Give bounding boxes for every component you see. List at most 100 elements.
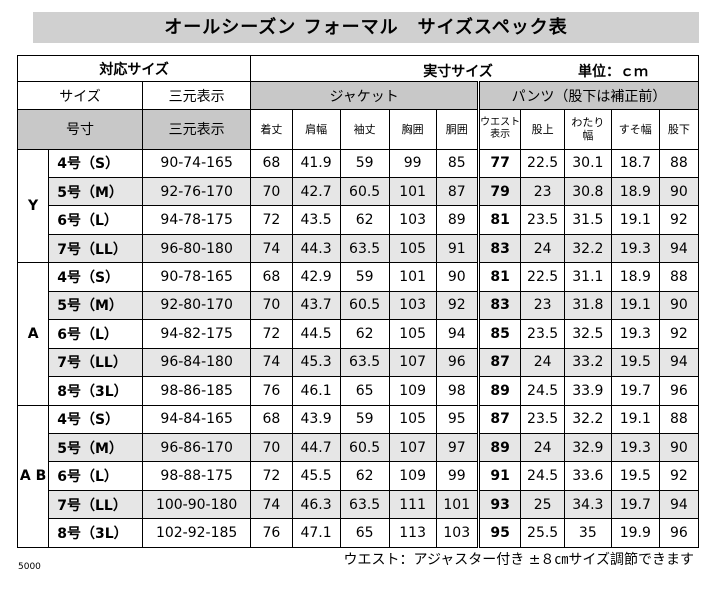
cell-waist: 89	[477, 376, 522, 406]
unit-label: 単位：ｃｍ	[578, 64, 648, 80]
group-label: A B	[16, 404, 50, 549]
cell-length: 74	[250, 233, 293, 264]
cell-chest: 105	[388, 233, 437, 264]
cell-sleeve: 65	[339, 518, 390, 548]
three-dim-header: 三元表示	[142, 81, 252, 110]
cell-hem: 19.1	[610, 205, 660, 235]
cell-inseam: 94	[658, 489, 700, 520]
col-length: 着丈	[250, 108, 293, 150]
cell-inseam: 88	[658, 404, 700, 435]
col-waist-pants-line1: ウエスト	[480, 117, 521, 129]
table-row: 7号（LL） 96-80-180 74 44.3 63.5 105 91 83 24 32.2 19…	[18, 233, 700, 264]
cell-inseam: 92	[658, 461, 700, 491]
three-dim-value: 96-84-180	[142, 347, 252, 378]
cell-sleeve: 62	[339, 205, 390, 235]
table-row: 6号（L） 98-88-175 72 45.5 62 109 99 91 24.5 33.6 19.…	[18, 461, 700, 491]
cell-length: 76	[250, 518, 293, 548]
cell-shoulder: 44.7	[291, 433, 341, 463]
cell-waist-j: 87	[435, 176, 480, 207]
cell-hip-top: 23.5	[520, 319, 565, 349]
cell-length: 74	[250, 489, 293, 520]
cell-waist-j: 92	[435, 290, 480, 321]
cell-thigh: 33.9	[563, 376, 612, 406]
cell-sleeve: 59	[339, 262, 390, 292]
col-hip-top: 股上	[520, 108, 565, 150]
cell-hem: 19.3	[610, 233, 660, 264]
size-label: 5号（M）	[48, 433, 144, 463]
size-label: 4号（S）	[48, 148, 144, 178]
cell-sleeve: 63.5	[339, 233, 390, 264]
cell-waist: 91	[477, 461, 522, 491]
cell-hip-top: 24	[520, 433, 565, 463]
cell-thigh: 32.2	[563, 233, 612, 264]
cell-sleeve: 63.5	[339, 347, 390, 378]
cell-length: 68	[250, 148, 293, 178]
cell-thigh: 30.1	[563, 148, 612, 178]
col-waist-pants-line2: 表示	[490, 129, 511, 141]
footer-code: 5000	[18, 562, 41, 572]
cell-sleeve: 60.5	[339, 290, 390, 321]
cell-thigh: 33.2	[563, 347, 612, 378]
table-row: 6号（L） 94-82-175 72 44.5 62 105 94 85 23.5 32.5 19.…	[18, 319, 700, 349]
cell-length: 68	[250, 262, 293, 292]
cell-shoulder: 41.9	[291, 148, 341, 178]
cell-waist: 83	[477, 233, 522, 264]
cell-waist: 93	[477, 489, 522, 520]
number-header: 号寸	[16, 108, 144, 150]
jacket-header: ジャケット	[250, 81, 480, 110]
cell-sleeve: 63.5	[339, 489, 390, 520]
cell-hem: 19.7	[610, 376, 660, 406]
cell-thigh: 30.8	[563, 176, 612, 207]
cell-waist: 79	[477, 176, 522, 207]
cell-hip-top: 23	[520, 290, 565, 321]
cell-thigh: 34.3	[563, 489, 612, 520]
three-dim-value: 98-88-175	[142, 461, 252, 491]
cell-waist-j: 91	[435, 233, 480, 264]
cell-waist-j: 90	[435, 262, 480, 292]
cell-hip-top: 24	[520, 233, 565, 264]
cell-length: 76	[250, 376, 293, 406]
cell-shoulder: 42.9	[291, 262, 341, 292]
table-row: A B 4号（S） 94-84-165 68 43.9 59 105 95 87 23.5 32.2…	[16, 404, 700, 549]
cell-inseam: 92	[658, 319, 700, 349]
size-label: 5号（M）	[48, 176, 144, 207]
cell-shoulder: 46.3	[291, 489, 341, 520]
cell-waist: 81	[477, 262, 522, 292]
cell-hip-top: 25	[520, 489, 565, 520]
cell-inseam: 94	[658, 233, 700, 264]
three-dim-value: 96-80-180	[142, 233, 252, 264]
cell-hip-top: 22.5	[520, 262, 565, 292]
cell-hem: 18.9	[610, 176, 660, 207]
table-row: A 4号（S） 90-78-165 68 42.9 59 101 90 81 22.5 31.1 18…	[16, 262, 700, 406]
three-dim-value: 94-84-165	[142, 404, 252, 435]
cell-waist-j: 96	[435, 347, 480, 378]
cell-chest: 107	[388, 347, 437, 378]
cell-thigh: 32.5	[563, 319, 612, 349]
cell-hem: 18.7	[610, 148, 660, 178]
corresponding-size-header: 対応サイズ	[16, 54, 252, 83]
col-sleeve: 袖丈	[339, 108, 390, 150]
cell-shoulder: 45.5	[291, 461, 341, 491]
cell-waist: 85	[477, 319, 522, 349]
col-chest: 胸囲	[388, 108, 437, 150]
cell-length: 70	[250, 433, 293, 463]
col-hem: すそ幅	[610, 108, 660, 150]
actual-size-header-cell: 実寸サイズ 単位：ｃｍ	[250, 54, 699, 83]
cell-sleeve: 65	[339, 376, 390, 406]
cell-thigh: 31.5	[563, 205, 612, 235]
cell-inseam: 88	[658, 148, 700, 178]
size-label: 6号（L）	[48, 205, 144, 235]
cell-length: 72	[250, 461, 293, 491]
cell-length: 74	[250, 347, 293, 378]
cell-waist: 87	[477, 347, 522, 378]
size-label: 5号（M）	[48, 290, 144, 321]
table-row: 7号（LL） 96-84-180 74 45.3 63.5 107 96 87 24 33.2 19…	[18, 347, 700, 378]
cell-length: 68	[250, 404, 293, 435]
col-thigh-line1: わたり	[571, 116, 605, 130]
size-label: 7号（LL）	[48, 233, 144, 264]
cell-hem: 19.3	[610, 319, 660, 349]
cell-hip-top: 23.5	[520, 404, 565, 435]
actual-size-header: 実寸サイズ	[423, 64, 493, 80]
col-waist-pants: ウエスト 表示	[477, 108, 522, 150]
size-label: 4号（S）	[48, 404, 144, 435]
